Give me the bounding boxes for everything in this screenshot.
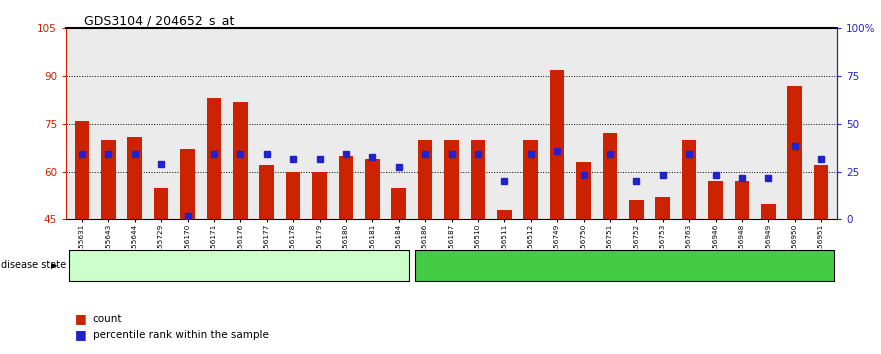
Text: ▶: ▶ xyxy=(51,261,57,270)
Bar xyxy=(338,156,353,219)
Bar xyxy=(418,140,433,219)
Bar xyxy=(128,137,142,219)
Bar xyxy=(101,140,115,219)
Bar xyxy=(444,140,459,219)
Bar xyxy=(735,181,749,219)
Text: insulin-resistant polycystic ovary syndrome: insulin-resistant polycystic ovary syndr… xyxy=(503,261,745,270)
Text: count: count xyxy=(93,314,122,324)
Bar xyxy=(576,162,591,219)
Bar xyxy=(550,70,565,219)
Bar xyxy=(259,165,274,219)
Bar xyxy=(312,172,327,219)
Bar xyxy=(603,133,618,219)
Bar xyxy=(154,188,168,219)
Bar xyxy=(365,159,380,219)
Bar xyxy=(655,197,670,219)
Bar xyxy=(682,140,696,219)
Bar xyxy=(523,140,538,219)
Text: ■: ■ xyxy=(75,312,86,325)
Bar xyxy=(761,204,775,219)
Text: ■: ■ xyxy=(75,328,86,341)
Bar xyxy=(497,210,512,219)
Bar xyxy=(629,200,644,219)
Bar xyxy=(470,140,485,219)
Bar xyxy=(708,181,722,219)
Bar xyxy=(181,149,195,219)
Bar xyxy=(814,165,828,219)
Text: GDS3104 / 204652_s_at: GDS3104 / 204652_s_at xyxy=(84,14,234,27)
Bar xyxy=(285,172,300,219)
Bar xyxy=(75,121,89,219)
Bar xyxy=(788,86,802,219)
Text: control: control xyxy=(219,261,258,270)
Text: percentile rank within the sample: percentile rank within the sample xyxy=(93,330,269,339)
Text: disease state: disease state xyxy=(1,261,66,270)
Bar xyxy=(391,188,406,219)
Bar xyxy=(207,98,221,219)
Bar xyxy=(233,102,248,219)
